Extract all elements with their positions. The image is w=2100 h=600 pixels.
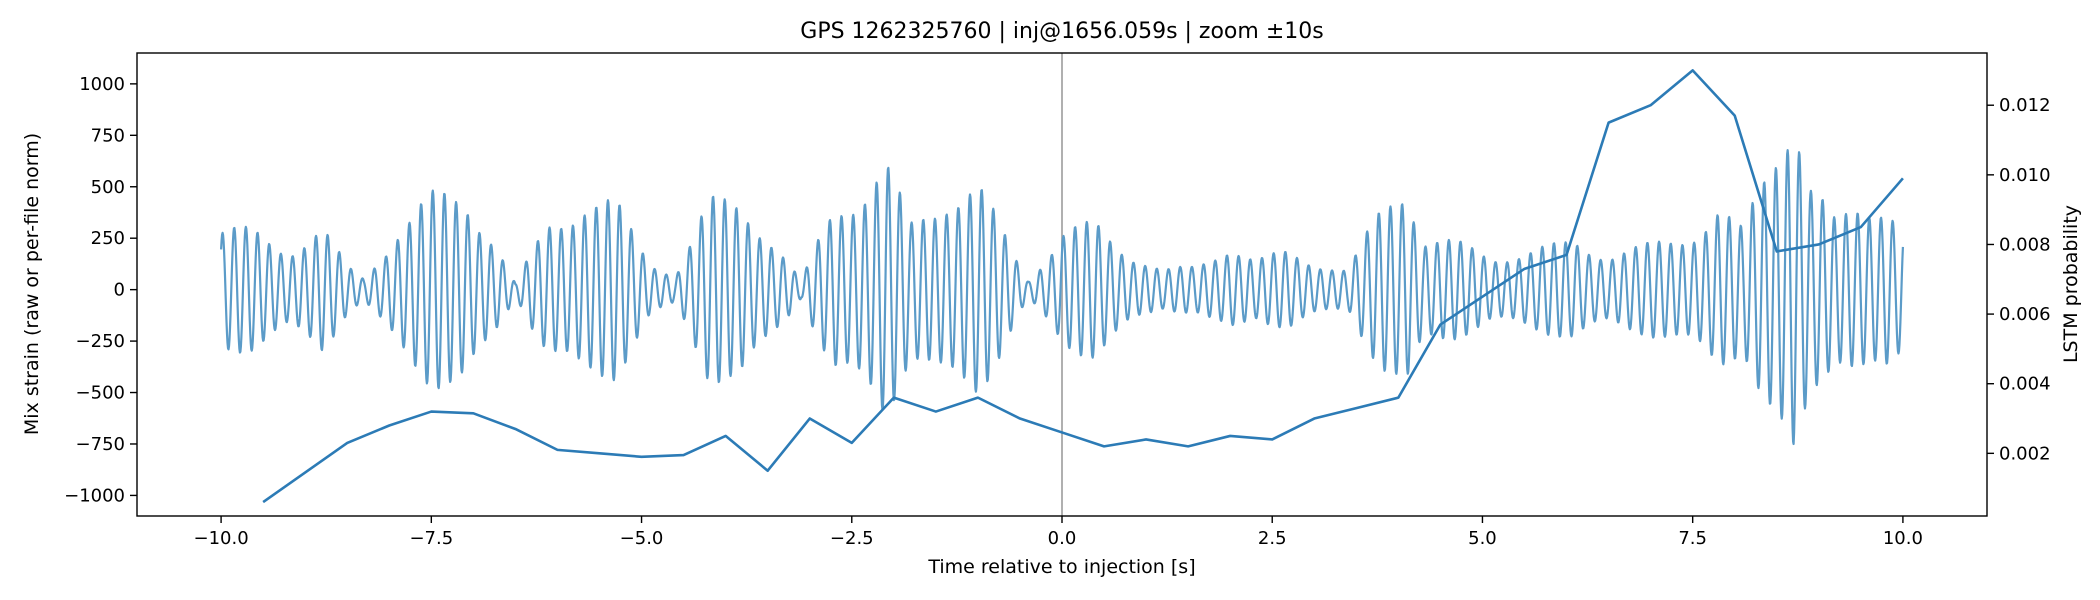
y-tick-label: −1000 [64,485,125,506]
y-tick-label: −500 [76,383,125,404]
y-tick-label: 1000 [79,74,125,95]
y-tick-label: 750 [91,125,125,146]
x-tick-label: −2.5 [830,528,874,549]
x-axis-label: Time relative to injection [s] [927,556,1195,578]
y-axis-left-label: Mix strain (raw or per-file norm) [21,133,43,435]
x-tick-label: 7.5 [1678,528,1707,549]
y-tick-label: −750 [76,434,125,455]
x-axis: −10.0 −7.5 −5.0 −2.5 0.0 2.5 5.0 7.5 10.0 [194,516,1923,549]
x-tick-label: 2.5 [1258,528,1287,549]
y-axis-right-label: LSTM probability [2060,205,2082,363]
y2-tick-label: 0.010 [1999,165,2051,186]
y-tick-label: −250 [76,331,125,352]
series-mix-strain-line [219,149,1905,446]
x-tick-label: −10.0 [194,528,249,549]
y-tick-label: 250 [91,228,125,249]
series-lstm-probability-line [262,69,1904,504]
y2-tick-label: 0.004 [1999,374,2051,395]
y2-tick-label: 0.006 [1999,304,2051,325]
x-tick-label: 0.0 [1048,528,1077,549]
x-tick-label: −7.5 [409,528,453,549]
y2-tick-label: 0.008 [1999,234,2051,255]
y-tick-label: 500 [91,177,125,198]
x-tick-label: 5.0 [1468,528,1497,549]
y-tick-label: 0 [114,280,125,301]
chart-title: GPS 1262325760 | inj@1656.059s | zoom ±1… [800,19,1323,44]
y2-tick-label: 0.002 [1999,443,2051,464]
y-axis-left: 1000 750 500 250 0 −250 −500 −750 −1000 [64,74,137,506]
y-axis-right: 0.012 0.010 0.008 0.006 0.004 0.002 [1987,95,2051,464]
y2-tick-label: 0.012 [1999,95,2051,116]
plot-area [136,52,1988,517]
x-tick-label: −5.0 [620,528,664,549]
x-tick-label: 10.0 [1883,528,1923,549]
